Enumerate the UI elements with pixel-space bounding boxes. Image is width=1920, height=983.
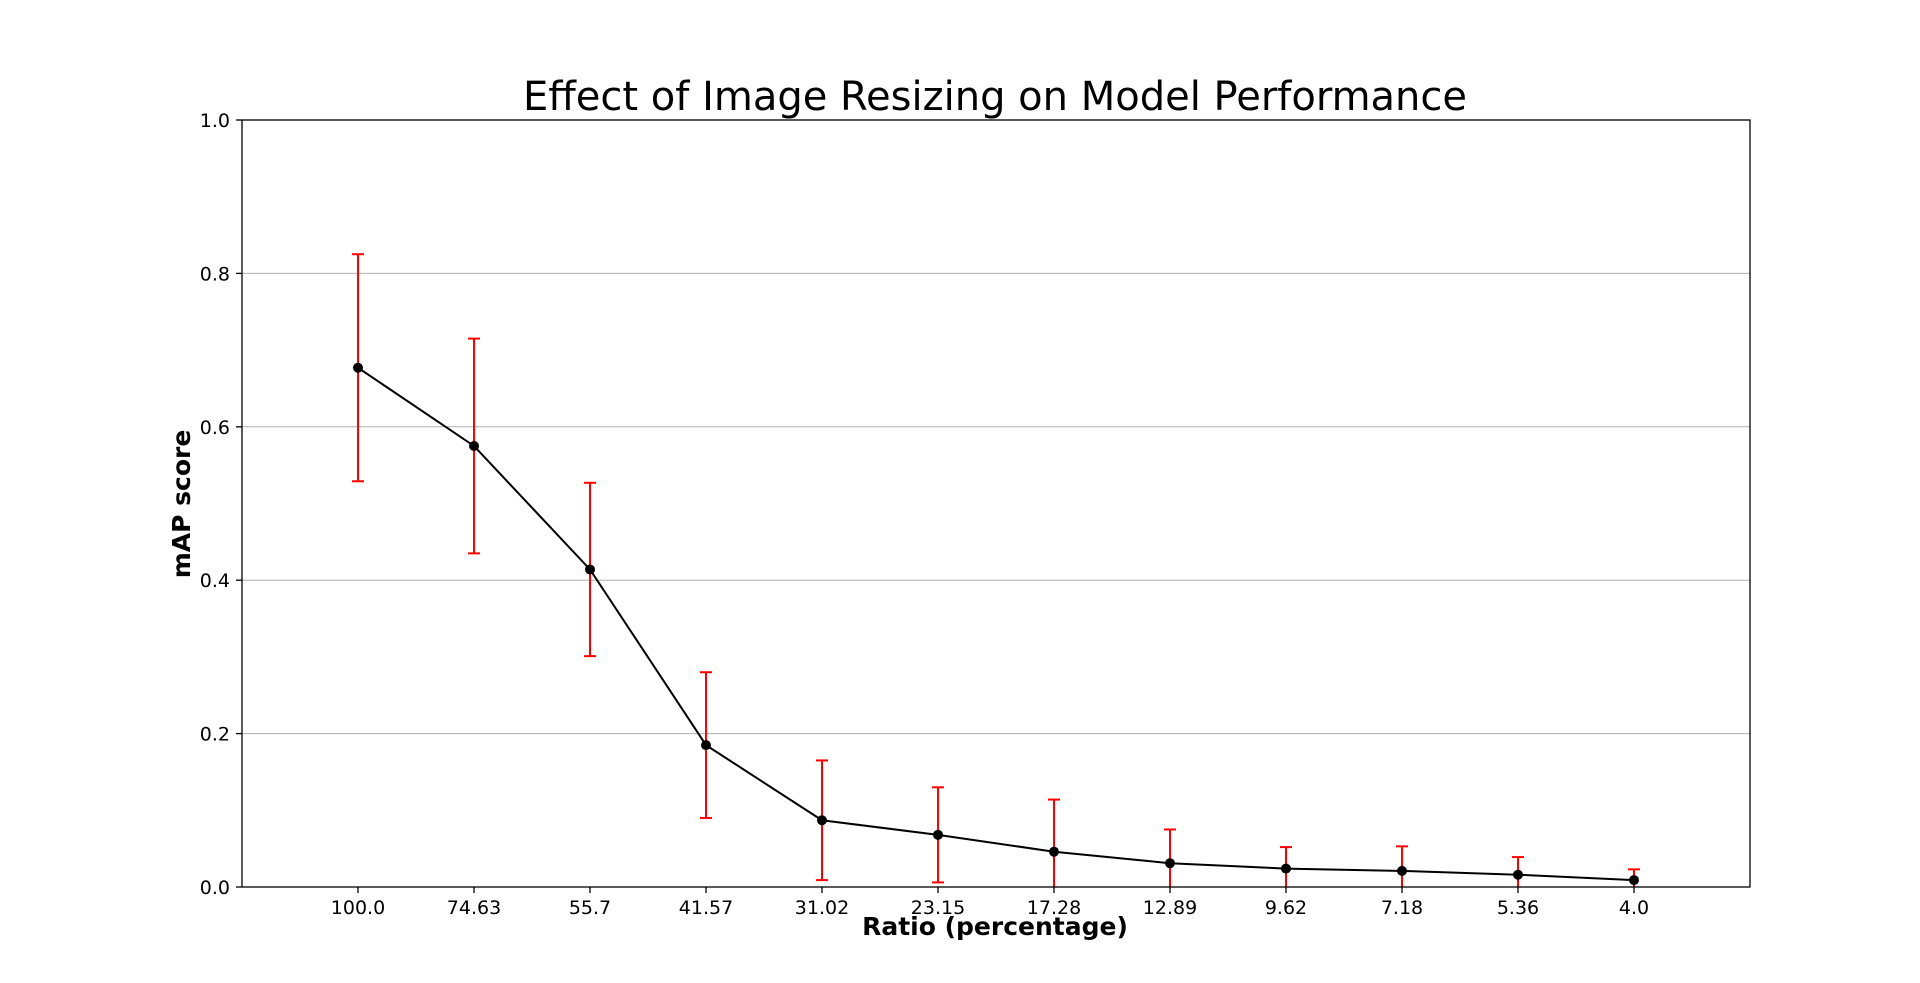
y-tick-label: 0.2: [200, 724, 230, 746]
data-point: [1281, 863, 1291, 874]
chart-title: Effect of Image Resizing on Model Perfor…: [523, 74, 1467, 120]
x-tick-label: 23.15: [911, 897, 965, 919]
y-axis-ticks: 0.0 0.2 0.4 0.6 0.8 1.0: [200, 110, 242, 899]
data-points: [353, 362, 1639, 886]
y-tick-label: 1.0: [200, 110, 230, 132]
y-tick-label: 0.0: [200, 877, 230, 899]
x-tick-label: 74.63: [447, 897, 501, 919]
x-axis-ticks: 100.0 74.63 55.7 41.57 31.02 23.15 17.28 12.89 9…: [331, 887, 1649, 919]
data-point: [353, 362, 363, 373]
x-tick-label: 55.7: [569, 897, 611, 919]
data-point: [469, 440, 479, 451]
y-tick-label: 0.8: [200, 263, 230, 285]
x-tick-label: 41.57: [679, 897, 733, 919]
x-tick-label: 4.0: [1619, 897, 1649, 919]
y-tick-label: 0.4: [200, 570, 230, 592]
x-tick-label: 5.36: [1497, 897, 1539, 919]
data-point: [1165, 858, 1175, 869]
x-tick-label: 9.62: [1265, 897, 1307, 919]
x-axis-title: Ratio (percentage): [862, 912, 1128, 941]
data-point: [933, 829, 943, 840]
error-bars: [352, 253, 1640, 887]
y-tick-label: 0.6: [200, 417, 230, 439]
y-axis-title: mAP score: [167, 430, 196, 579]
data-point: [585, 564, 595, 575]
x-tick-label: 17.28: [1027, 897, 1081, 919]
x-tick-label: 7.18: [1381, 897, 1423, 919]
gridlines: [242, 272, 1750, 735]
x-tick-label: 100.0: [331, 897, 385, 919]
series-line: [357, 366, 1635, 882]
data-point: [1629, 875, 1639, 886]
data-point: [1513, 869, 1523, 880]
x-tick-label: 12.89: [1143, 897, 1197, 919]
data-point: [1049, 846, 1059, 857]
data-point: [701, 740, 711, 751]
x-tick-label: 31.02: [795, 897, 849, 919]
plot-frame: [241, 119, 1751, 888]
data-point: [1397, 865, 1407, 876]
data-point: [817, 815, 827, 826]
